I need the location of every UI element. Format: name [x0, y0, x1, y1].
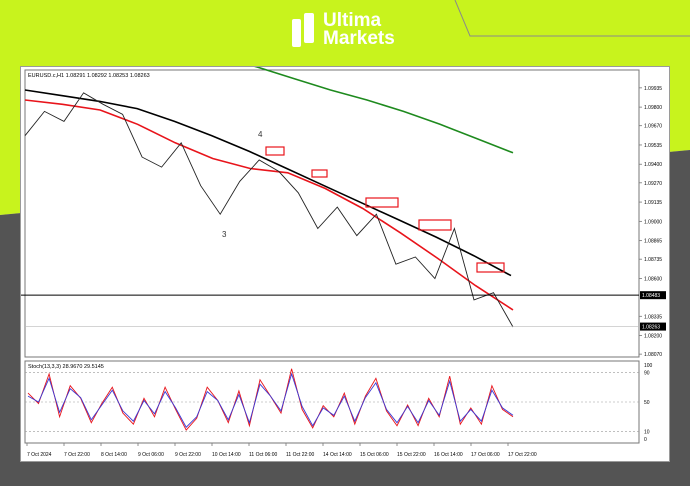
stoch-tick-label: 10 [644, 430, 650, 436]
ma-black-line [24, 89, 512, 277]
wave-label-4: 4 [258, 130, 263, 139]
stoch-tick-label: 50 [644, 400, 650, 406]
x-tick-label: 9 Oct 06:00 [138, 452, 164, 458]
highlight-box [311, 169, 328, 178]
ma-red-line [24, 99, 514, 311]
y-tick-label: 1.09270 [644, 181, 662, 187]
last-price-badge [640, 322, 666, 331]
y-tick-label: 1.09935 [644, 86, 662, 92]
y-tick-label: 1.08070 [644, 352, 662, 358]
y-tick-label: 1.08735 [644, 257, 662, 263]
last-price-label: 1.08263 [642, 325, 660, 331]
highlight-boxes [265, 146, 505, 273]
x-tick-label: 11 Oct 22:00 [286, 452, 314, 458]
logo-icon [292, 13, 316, 47]
highlight-box [365, 197, 399, 208]
brand-line2: Markets [323, 28, 395, 49]
highlight-box [418, 219, 452, 231]
highlight-box [265, 146, 285, 156]
x-tick-label: 15 Oct 22:00 [397, 452, 426, 458]
wave-label-3: 3 [222, 230, 227, 239]
support-level-badge [640, 291, 666, 300]
x-tick-label: 8 Oct 14:00 [101, 452, 127, 458]
chart-window: EURUSD.c,H1 1.08291 1.08292 1.08253 1.08… [5, 56, 670, 462]
x-tick-label: 7 Oct 2024 [27, 452, 52, 458]
x-tick-label: 14 Oct 14:00 [323, 452, 352, 458]
y-tick-label: 1.09800 [644, 105, 662, 111]
y-tick-label: 1.09000 [644, 219, 662, 225]
price-chart: EURUSD.c,H1 1.08291 1.08292 1.08253 1.08… [5, 56, 666, 458]
stoch-d-line [27, 372, 514, 428]
y-tick-label: 1.08200 [644, 334, 662, 340]
price-pane-border [24, 69, 640, 358]
y-tick-label: 1.09400 [644, 162, 662, 168]
x-tick-label: 9 Oct 22:00 [175, 452, 201, 458]
x-tick-label: 10 Oct 14:00 [212, 452, 241, 458]
brand-line1: Ultima [323, 10, 382, 31]
support-level-label: 1.08483 [642, 293, 660, 299]
x-tick-label: 15 Oct 06:00 [360, 452, 389, 458]
ma-green-line [220, 56, 514, 154]
stoch-header: Stoch(13,3,3) 28.9670 29.5145 [28, 364, 104, 370]
y-tick-label: 1.08600 [644, 276, 662, 282]
x-tick-label: 17 Oct 22:00 [508, 452, 537, 458]
y-tick-label: 1.08865 [644, 239, 662, 245]
y-tick-label: 1.09670 [644, 124, 662, 130]
stoch-k-line [27, 368, 514, 431]
x-tick-label: 17 Oct 06:00 [471, 452, 500, 458]
x-tick-label: 7 Oct 22:00 [64, 452, 90, 458]
price-header: EURUSD.c,H1 1.08291 1.08292 1.08253 1.08… [28, 73, 150, 79]
y-tick-label: 1.09135 [644, 200, 662, 206]
stoch-tick-label: 0 [644, 437, 647, 443]
highlight-box [476, 262, 505, 273]
price-line [24, 92, 514, 328]
stoch-tick-label: 90 [644, 370, 650, 376]
y-tick-label: 1.08335 [644, 314, 662, 320]
brand-logo: Ultima Markets [292, 10, 395, 49]
stoch-tick-label: 100 [644, 363, 653, 369]
y-tick-label: 1.09535 [644, 143, 662, 149]
x-tick-label: 16 Oct 14:00 [434, 452, 463, 458]
x-tick-label: 11 Oct 06:00 [249, 452, 277, 458]
